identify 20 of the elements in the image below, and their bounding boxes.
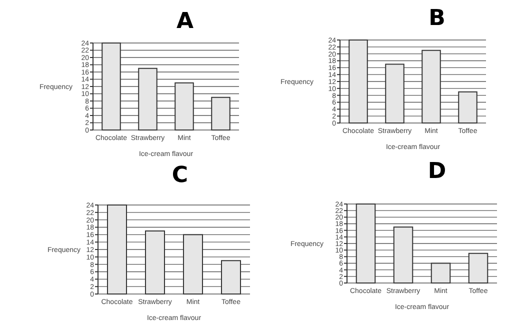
bar <box>385 64 404 124</box>
bar <box>183 234 203 294</box>
chart-title: A <box>176 9 194 34</box>
bar <box>348 40 368 124</box>
bar <box>430 262 451 284</box>
bar <box>211 96 230 130</box>
bar <box>422 50 441 124</box>
bar <box>356 204 376 284</box>
bar <box>145 230 165 294</box>
chart-title: C <box>172 163 188 188</box>
bar <box>102 42 121 130</box>
chart-title: B <box>428 6 446 31</box>
bar <box>138 68 158 130</box>
bar <box>458 91 478 124</box>
bar <box>107 204 127 294</box>
bar <box>468 252 488 284</box>
bar <box>174 82 194 130</box>
bar <box>221 260 241 294</box>
bar <box>393 226 414 284</box>
chart-title: D <box>428 159 446 184</box>
